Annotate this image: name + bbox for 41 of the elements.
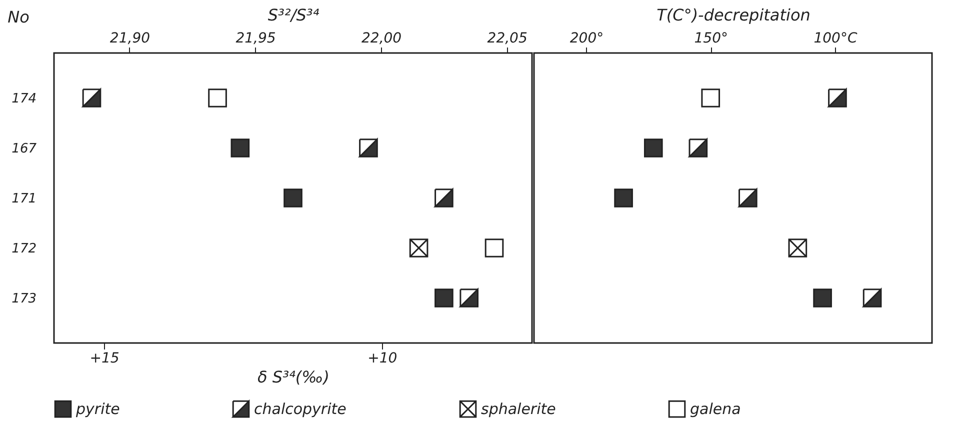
point xyxy=(644,138,663,158)
point xyxy=(284,188,302,208)
point xyxy=(813,288,832,308)
x-axis-title: S³²/S³⁴ xyxy=(268,6,320,24)
x-tick-label: 22,05 xyxy=(487,30,528,46)
point xyxy=(359,138,378,158)
x2-tick-label: +10 xyxy=(368,350,398,366)
x-axis-title: T(C°)-decrepitation xyxy=(656,6,810,24)
y-tick-label: 171 xyxy=(12,192,36,206)
x2-tick-label: +15 xyxy=(90,350,120,366)
legend-label: pyrite xyxy=(75,400,120,418)
point xyxy=(409,238,428,258)
point xyxy=(738,188,758,208)
point xyxy=(701,88,720,108)
point xyxy=(828,88,847,108)
x-tick-label: 200° xyxy=(570,30,604,46)
x-tick-label: 150° xyxy=(694,30,728,46)
point xyxy=(788,238,808,258)
point xyxy=(862,288,882,308)
y-tick-label: 167 xyxy=(12,142,38,156)
x2-axis-title: δ S³⁴(‰) xyxy=(258,368,330,386)
point xyxy=(208,88,227,108)
x-tick-label: 21,90 xyxy=(110,30,150,46)
legend-label: sphalerite xyxy=(481,400,556,418)
point xyxy=(434,188,454,208)
point xyxy=(688,138,708,158)
legend-label: galena xyxy=(690,400,741,418)
point xyxy=(434,288,454,308)
point xyxy=(460,288,479,308)
x-tick-label: 21,95 xyxy=(236,30,276,46)
point xyxy=(614,188,633,208)
y-tick-label: 173 xyxy=(12,292,36,306)
x-tick-label: 100°C xyxy=(814,30,858,46)
point xyxy=(82,88,102,108)
legend-label: chalcopyrite xyxy=(254,400,346,418)
y-tick-label: 172 xyxy=(12,242,36,256)
y-axis-title: No xyxy=(8,8,30,26)
point xyxy=(484,238,504,258)
y-tick-label: 174 xyxy=(12,92,36,106)
x-tick-label: 22,00 xyxy=(362,30,402,46)
point xyxy=(230,138,250,158)
